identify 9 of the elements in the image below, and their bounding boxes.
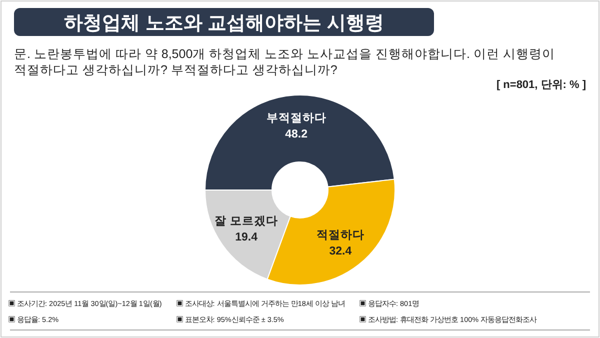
slice-label: 적절하다 (316, 228, 364, 242)
chart-subtitle: 문. 노란봉투법에 따라 약 8,500개 하청업체 노조와 노사교섭을 진행해야합니다. 이런 시행령이 적절하다고 생각하십니까? 부적절하다고 생각하십니까? (14, 47, 555, 77)
data-label: 32.4 (329, 246, 352, 258)
text: [ n=801, 단위: % ] (496, 79, 586, 91)
slice-label: 잘 모르겠다 (214, 214, 278, 228)
chart-title: 하청업체 노조와 교섭해야하는 시행령 (64, 13, 384, 34)
data-label: 19.4 (235, 231, 258, 244)
slice-label: 부적절하다 (266, 112, 326, 125)
data-label: 48.2 (285, 128, 308, 141)
